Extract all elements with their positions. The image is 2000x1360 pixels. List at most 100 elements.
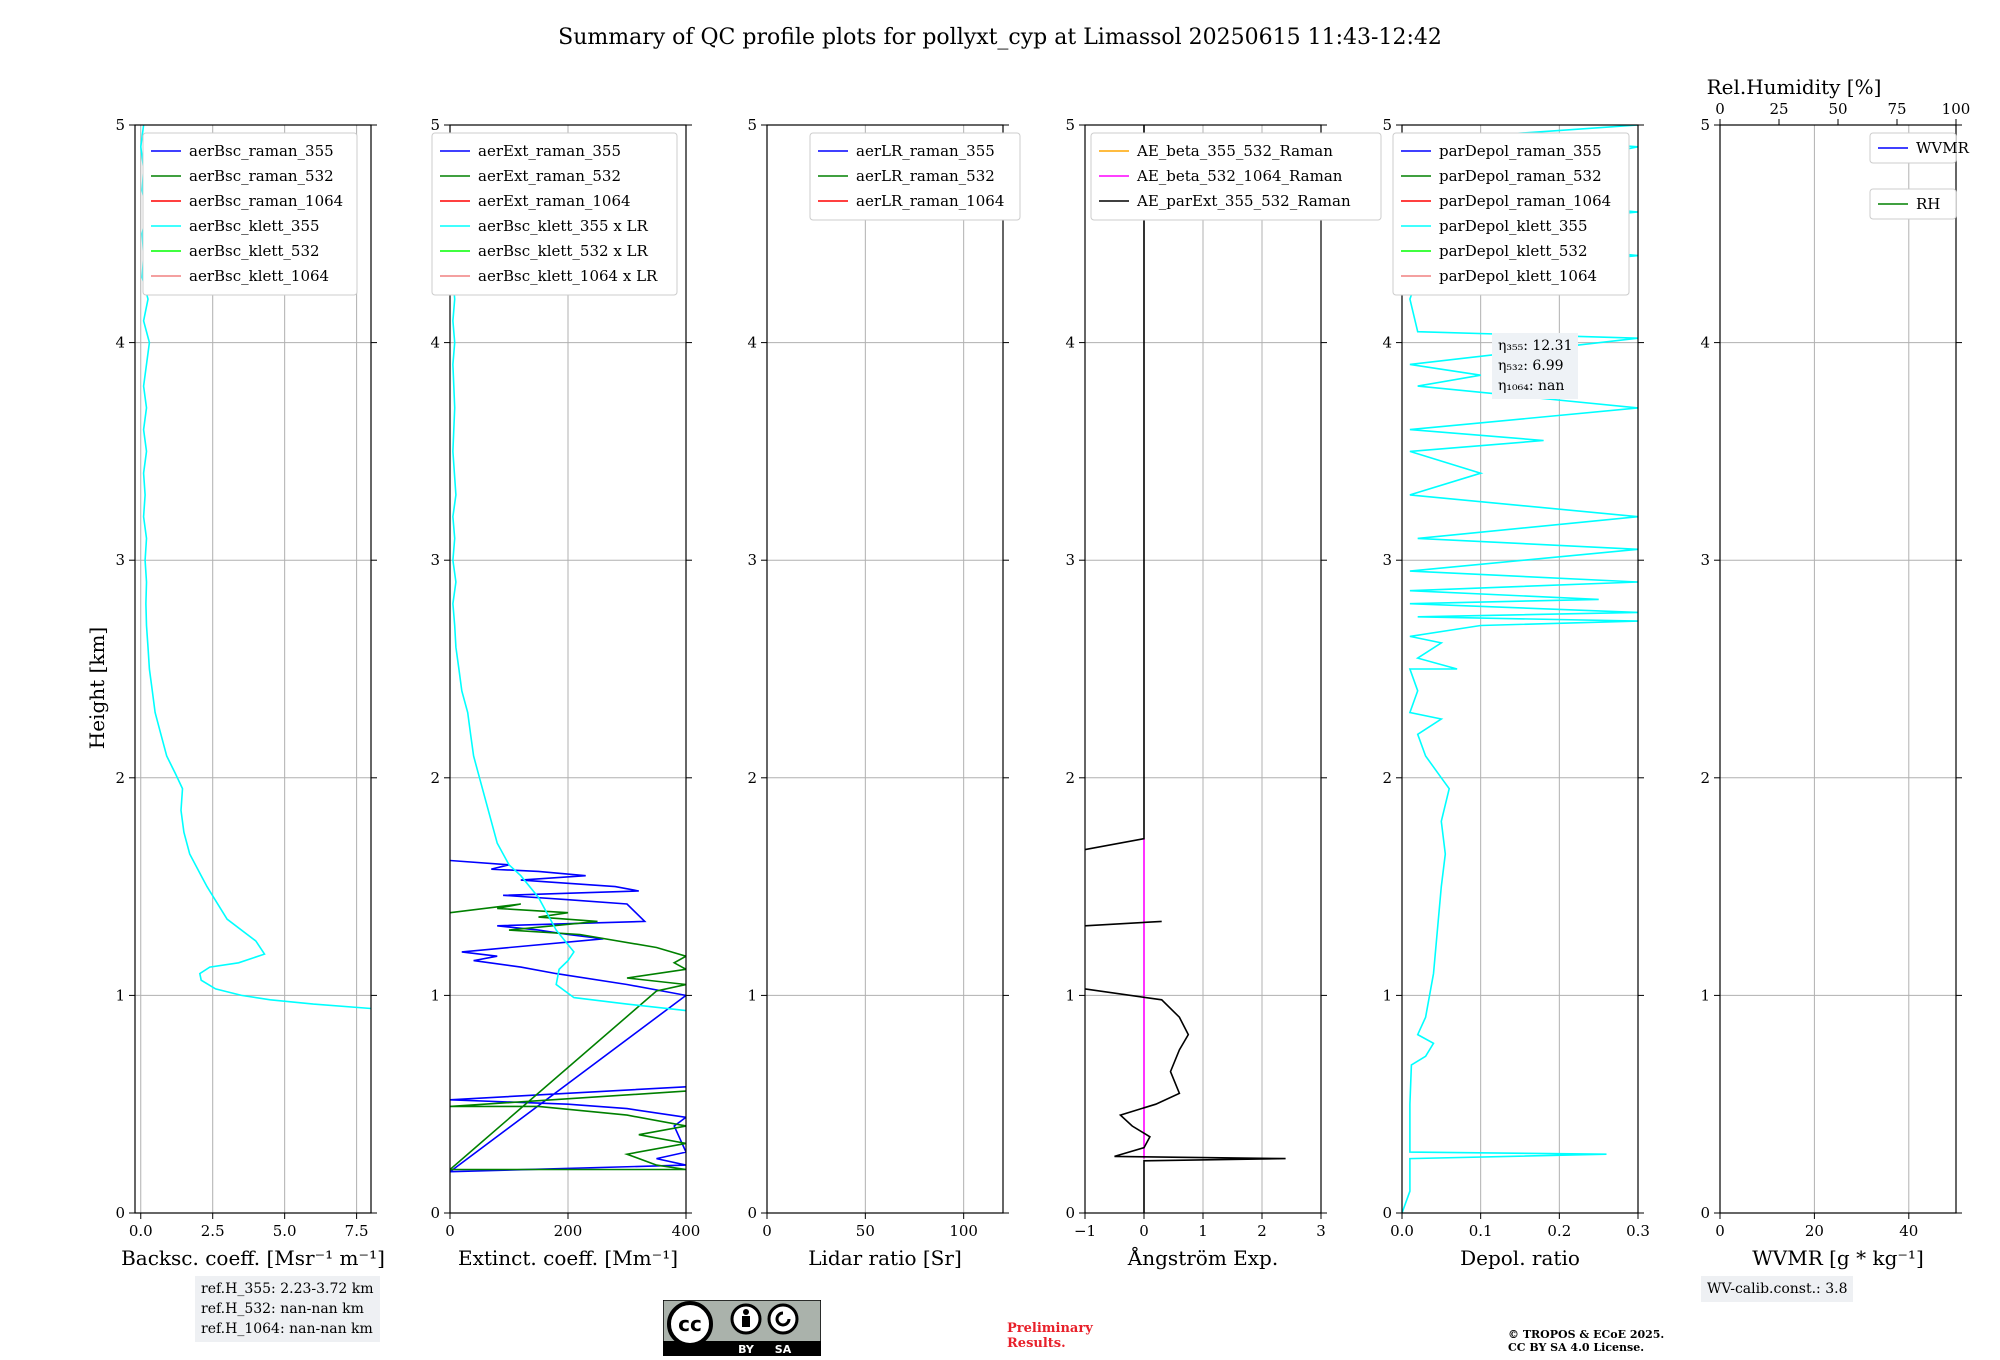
top-tick-label: 0: [1715, 100, 1725, 118]
axes-frame: [1719, 124, 1957, 1214]
x-tick-label: 40: [1899, 1222, 1918, 1240]
cc-license-badge: cc BY SA: [663, 1300, 821, 1356]
legend-label: aerBsc_klett_355: [189, 217, 320, 235]
series-aerExt_raman_355: [450, 859, 686, 1173]
legend-label: parDepol_klett_1064: [1439, 267, 1597, 285]
series-aerBsc_klett_355 x LR: [452, 277, 686, 1012]
x-tick-label: 100: [949, 1222, 978, 1240]
y-tick-label: 3: [747, 551, 757, 569]
y-tick-label: 0: [430, 1204, 440, 1222]
x-tick-label: 20: [1805, 1222, 1824, 1240]
rh-axis-label: Rel.Humidity [%]: [1707, 75, 1882, 99]
y-tick-label: 1: [747, 986, 757, 1004]
by-label: BY: [738, 1343, 755, 1356]
x-tick-label: 5.0: [273, 1222, 297, 1240]
copyright-note: © TROPOS & ECoE 2025. CC BY SA 4.0 Licen…: [1508, 1328, 1664, 1354]
y-tick-label: 0: [747, 1204, 757, 1222]
legend-label: parDepol_raman_355: [1439, 142, 1602, 160]
top-tick-label: 25: [1769, 100, 1788, 118]
y-tick-label: 1: [430, 986, 440, 1004]
x-tick-label: 7.5: [345, 1222, 369, 1240]
sa-label: SA: [775, 1343, 792, 1356]
x-tick-label: 2: [1257, 1222, 1267, 1240]
x-axis-label: Ångström Exp.: [1127, 1245, 1278, 1270]
top-tick-label: 100: [1942, 100, 1971, 118]
legend-label: aerBsc_raman_355: [189, 142, 334, 160]
panel-2: 0 1 2 3 4 5 0 200 400 Extinct. coeff. [Mm⁻¹] aerEx…: [430, 116, 700, 1270]
axes-frame: [1401, 124, 1639, 1214]
x-tick-label: 0.0: [129, 1222, 153, 1240]
series-parDepol_klett_355: [1402, 125, 1638, 1213]
cc-icon: [667, 1301, 713, 1347]
x-axis-label: Extinct. coeff. [Mm⁻¹]: [458, 1246, 678, 1270]
legend-label: aerLR_raman_355: [856, 142, 995, 160]
legend-label: aerBsc_klett_355 x LR: [478, 217, 649, 235]
y-tick-label: 1: [1065, 986, 1075, 1004]
legend-label: aerExt_raman_1064: [478, 192, 631, 210]
series-aerBsc_klett_355: [139, 125, 371, 1010]
y-tick-label: 4: [1065, 334, 1075, 352]
eta-532: η₅₃₂: 6.99: [1498, 358, 1564, 374]
y-tick-label: 4: [430, 334, 440, 352]
legend-frame: [431, 132, 678, 296]
x-tick-label: 50: [856, 1222, 875, 1240]
x-tick-label: 0: [1715, 1222, 1725, 1240]
x-tick-label: 0: [762, 1222, 772, 1240]
x-tick-label: 0.0: [1390, 1222, 1414, 1240]
x-tick-label: −1: [1074, 1222, 1096, 1240]
y-tick-label: 4: [747, 334, 757, 352]
x-tick-label: 400: [672, 1222, 701, 1240]
x-tick-label: 3: [1316, 1222, 1326, 1240]
y-tick-label: 3: [1382, 551, 1392, 569]
y-tick-label: 1: [1700, 986, 1710, 1004]
ref-height-532: ref.H_532: nan-nan km: [201, 1301, 364, 1317]
x-axis-label: WVMR [g * kg⁻¹]: [1752, 1246, 1924, 1270]
legend: AE_beta_355_532_Raman AE_beta_532_1064_Ra…: [1090, 132, 1382, 221]
eta-1064: η₁₀₆₄: nan: [1498, 378, 1565, 394]
figure-title: Summary of QC profile plots for pollyxt_…: [558, 25, 1442, 50]
wv-calib-box: WV-calib.const.: 3.8: [1701, 1276, 1854, 1302]
series-AE_parExt_355_532_Raman: [1085, 988, 1286, 1213]
legend-label: aerBsc_raman_532: [189, 167, 334, 185]
x-axis-label: Backsc. coeff. [Msr⁻¹ m⁻¹]: [121, 1246, 385, 1270]
y-tick-label: 2: [115, 769, 125, 787]
legend-label: WVMR: [1916, 139, 1970, 157]
y-tick-label: 5: [1700, 116, 1710, 134]
legend-label: parDepol_raman_532: [1439, 167, 1602, 185]
ref-height-355: ref.H_355: 2.23-3.72 km: [201, 1281, 374, 1297]
preliminary-line-1: Preliminary: [1007, 1321, 1093, 1336]
legend-frame: [142, 132, 358, 296]
y-tick-label: 1: [115, 986, 125, 1004]
panel-1: 0 1 2 3 4 5 0.0 2.5 5.0 7.5 Backsc. coeff. [Msr⁻¹ …: [115, 116, 384, 1270]
legend-frame: [1090, 132, 1382, 221]
panel-5: 0 1 2 3 4 5 0.0 0.1 0.2 0.3 Depol. ratio parDepol_r…: [1382, 116, 1649, 1270]
ref-height-box: ref.H_355: 2.23-3.72 km ref.H_532: nan-n…: [195, 1276, 380, 1342]
legend-label: aerExt_raman_532: [478, 167, 621, 185]
x-tick-label: 0.2: [1547, 1222, 1571, 1240]
cc-text: cc: [678, 1312, 702, 1336]
sa-share-icon: [767, 1303, 799, 1335]
y-tick-label: 5: [747, 116, 757, 134]
x-axis-label: Lidar ratio [Sr]: [808, 1246, 962, 1270]
legend: aerBsc_raman_355 aerBsc_raman_532 aerBsc_r…: [142, 132, 358, 296]
y-tick-label: 4: [1700, 334, 1710, 352]
y-tick-label: 1: [1382, 986, 1392, 1004]
y-tick-label: 4: [1382, 334, 1392, 352]
preliminary-line-2: Results.: [1007, 1336, 1066, 1351]
legend-frame: [1869, 188, 1957, 220]
y-tick-label: 3: [115, 551, 125, 569]
copyright-line-2: CC BY SA 4.0 License.: [1508, 1341, 1645, 1354]
legend-label: RH: [1916, 195, 1940, 213]
series-AE_parExt_355_532_Raman: [1085, 920, 1162, 927]
axes-frame: [134, 124, 372, 1214]
y-tick-label: 0: [1700, 1204, 1710, 1222]
x-axis-label: Depol. ratio: [1460, 1246, 1580, 1270]
series-aerExt_raman_532: [450, 903, 686, 1171]
legend-label: aerLR_raman_532: [856, 167, 995, 185]
legend-label: AE_parExt_355_532_Raman: [1136, 192, 1351, 210]
legend-label: aerBsc_klett_1064: [189, 267, 329, 285]
x-tick-label: 2.5: [201, 1222, 225, 1240]
